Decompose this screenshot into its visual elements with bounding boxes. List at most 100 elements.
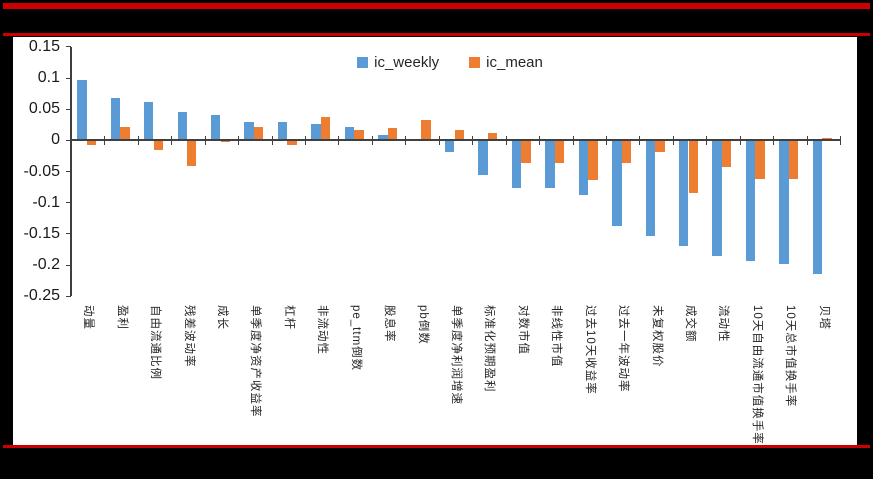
legend-swatch-icon <box>469 57 481 68</box>
y-axis-line <box>70 46 72 297</box>
y-axis-tick-mark <box>66 233 71 235</box>
x-category-label: 10天自由流通市值换手率 <box>750 305 763 445</box>
x-category-label: 过去10天收益率 <box>583 305 596 395</box>
legend-item-ic_weekly: ic_weekly <box>357 54 439 71</box>
bar-ic_weekly <box>77 79 87 141</box>
chart-legend: ic_weekly ic_mean <box>28 54 872 71</box>
bar-ic_mean <box>722 140 732 167</box>
bar-ic_mean <box>187 140 197 166</box>
bar-ic_mean <box>655 140 665 153</box>
bar-ic_mean <box>120 127 130 141</box>
bar-ic_weekly <box>645 140 655 236</box>
bar-ic_weekly <box>144 102 154 141</box>
bar-ic_weekly <box>745 140 756 262</box>
bar-ic_weekly <box>511 140 522 189</box>
bar-ic_weekly <box>679 140 689 247</box>
bar-ic_mean <box>320 117 331 141</box>
y-axis-tick-mark <box>66 295 71 297</box>
bar-ic_weekly <box>344 127 355 141</box>
x-category-label: 流动性 <box>717 305 730 343</box>
bottom-red-rule <box>3 445 870 448</box>
bar-ic_mean <box>287 140 297 145</box>
y-axis-tick-label: -0.15 <box>23 224 60 242</box>
x-category-label: 单季度净资产收益率 <box>249 305 262 418</box>
bar-ic_weekly <box>478 140 488 176</box>
bar-ic_weekly <box>712 140 722 257</box>
middle-red-rule <box>3 33 870 36</box>
bar-ic_mean <box>86 140 97 145</box>
y-axis-tick-label: 0.15 <box>28 37 60 55</box>
bar-ic_mean <box>421 120 431 141</box>
bar-ic_mean <box>354 129 364 141</box>
x-axis-line <box>71 139 840 142</box>
bar-ic_mean <box>621 140 632 163</box>
bar-ic_mean <box>454 129 464 141</box>
y-axis-tick-label: -0.05 <box>23 162 60 180</box>
x-category-label: 标准化预期盈利 <box>483 305 496 393</box>
x-category-label: 动量 <box>82 305 95 330</box>
x-category-label: 成交额 <box>684 305 697 343</box>
y-axis-tick-mark <box>66 77 71 79</box>
bar-ic_mean <box>488 132 498 141</box>
bar-ic_mean <box>521 140 531 163</box>
x-category-label: 杠杆 <box>282 305 295 330</box>
top-red-rule <box>3 3 870 9</box>
y-axis-tick-mark <box>66 46 71 48</box>
bar-ic_weekly <box>578 140 589 196</box>
x-category-label: 非流动性 <box>316 305 329 355</box>
x-category-label: 成长 <box>215 305 228 330</box>
chart-panel: ic_weekly ic_mean 0.15 0.1 0.05 0 -0.05 -0.1 -0… <box>13 37 857 445</box>
bar-ic_weekly <box>177 111 187 141</box>
x-category-label: 盈利 <box>115 305 128 330</box>
x-category-label: 10天总市值换手率 <box>784 305 797 408</box>
bar-ic_weekly <box>779 140 789 264</box>
y-axis-tick-mark <box>66 139 71 141</box>
y-axis-tick-label: 0.1 <box>37 69 60 87</box>
y-axis-tick-label: 0 <box>51 131 60 149</box>
bar-ic_mean <box>822 137 832 141</box>
bar-ic_mean <box>788 140 799 180</box>
bar-ic_weekly <box>244 121 254 141</box>
legend-label: ic_weekly <box>374 54 440 71</box>
bar-ic_weekly <box>444 140 455 152</box>
x-category-label: 贝塔 <box>817 305 830 330</box>
x-axis-tick-mark <box>840 136 841 146</box>
x-category-label: 股息率 <box>383 305 396 343</box>
x-category-label: 对数市值 <box>516 305 529 355</box>
y-axis-tick-mark <box>66 202 71 204</box>
bar-ic_weekly <box>378 135 388 141</box>
y-axis-tick-label: -0.1 <box>32 193 60 211</box>
x-category-label: pe_ttm倒数 <box>349 305 362 372</box>
bar-ic_mean <box>253 127 264 141</box>
x-category-label: 残差波动率 <box>182 305 195 368</box>
bar-ic_weekly <box>277 121 288 141</box>
bar-ic_weekly <box>110 98 121 141</box>
y-axis-tick-mark <box>66 171 71 173</box>
bar-ic_mean <box>554 140 565 163</box>
y-axis-tick-label: -0.2 <box>32 256 60 273</box>
legend-label: ic_mean <box>486 54 543 71</box>
bar-ic_weekly <box>210 114 221 141</box>
bar-ic_weekly <box>311 123 321 141</box>
bar-ic_mean <box>387 127 398 141</box>
x-category-label: 自由流通比例 <box>149 305 162 380</box>
x-category-label: 单季度净利润增速 <box>450 305 462 405</box>
y-axis-tick-mark <box>66 108 71 110</box>
x-category-label: 非线性市值 <box>550 305 563 368</box>
bar-ic_mean <box>153 140 164 150</box>
legend-item-ic_mean: ic_mean <box>469 54 543 71</box>
bar-ic_weekly <box>545 140 555 189</box>
bar-ic_mean <box>688 140 699 193</box>
bar-ic_weekly <box>812 140 823 274</box>
legend-swatch-icon <box>357 57 369 68</box>
bar-ic_weekly <box>612 140 622 226</box>
x-category-label: 未复权股价 <box>650 305 663 368</box>
bar-ic_mean <box>588 140 598 181</box>
x-category-label: pb倒数 <box>416 305 429 345</box>
bar-ic_mean <box>755 140 765 180</box>
y-axis-tick-label: 0.05 <box>28 100 60 118</box>
y-axis-tick-label: -0.25 <box>23 287 60 305</box>
y-axis-tick-mark <box>66 264 71 266</box>
x-category-label: 过去一年波动率 <box>617 305 630 393</box>
